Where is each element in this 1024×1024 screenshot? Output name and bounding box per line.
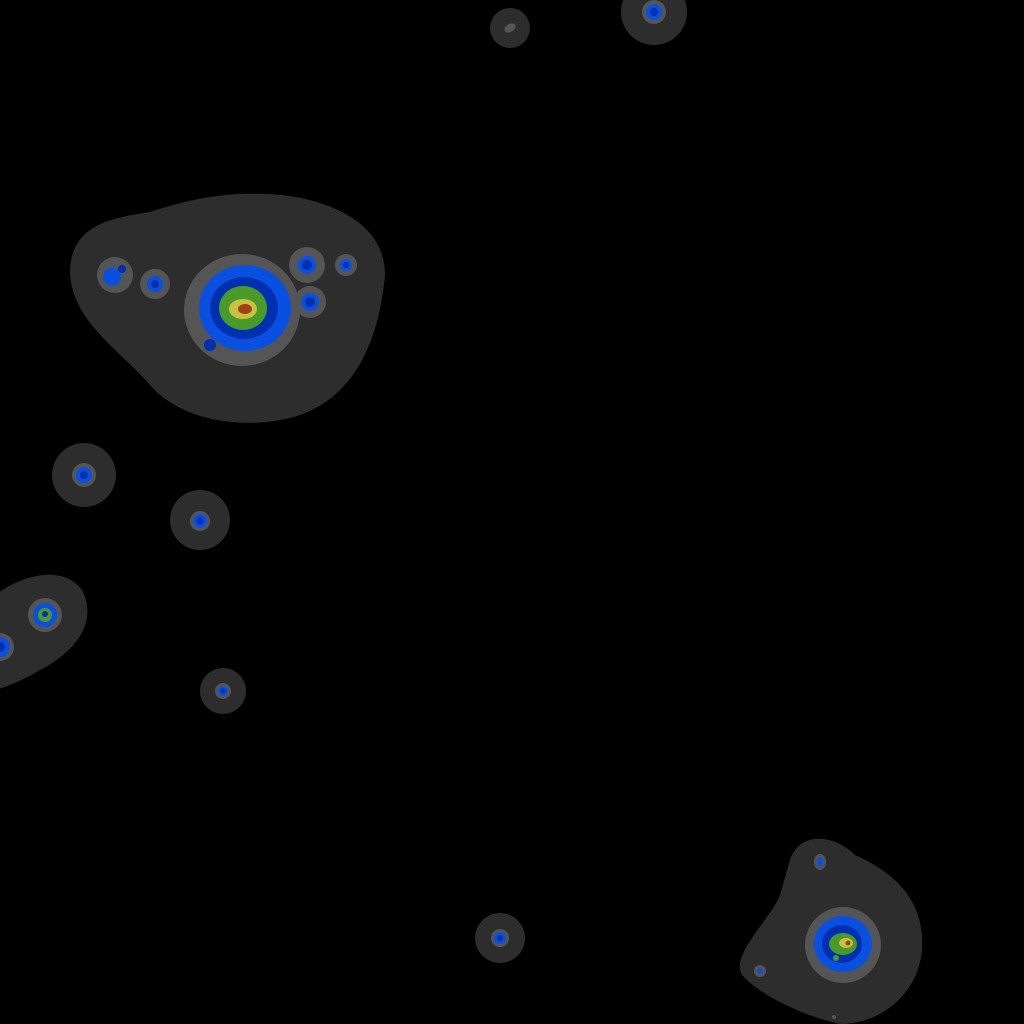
blob bbox=[490, 8, 530, 48]
blob bbox=[475, 913, 525, 963]
cluster bbox=[739, 838, 923, 1024]
blob bbox=[52, 443, 116, 507]
blob bbox=[0, 574, 88, 689]
blob bbox=[621, 0, 687, 45]
blob bbox=[200, 668, 246, 714]
blob bbox=[170, 490, 230, 550]
cluster bbox=[70, 193, 385, 423]
